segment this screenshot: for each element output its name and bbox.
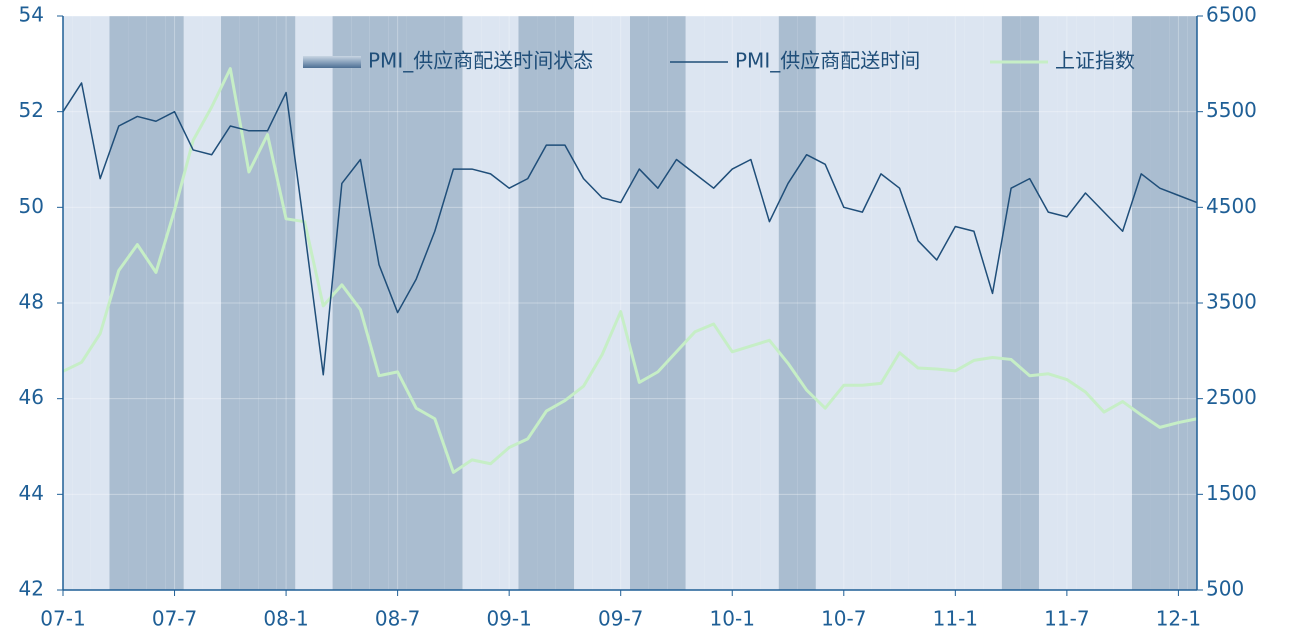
status-band (518, 16, 538, 590)
x-tick-label: 07-1 (40, 607, 85, 631)
status-band (406, 16, 426, 590)
y2-tick-label: 3500 (1206, 290, 1257, 314)
status-band (537, 16, 556, 590)
status-band (369, 16, 389, 590)
status-band (72, 16, 91, 590)
status-band (146, 16, 166, 590)
status-band (908, 16, 928, 590)
series-line (62, 67, 1198, 474)
status-band (462, 16, 482, 590)
status-band (109, 16, 129, 590)
status-band (332, 16, 352, 590)
status-band (890, 16, 909, 590)
status-band (853, 16, 872, 590)
status-band (611, 16, 630, 590)
status-band (648, 16, 668, 590)
status-band (685, 16, 705, 590)
x-tick-label: 12-1 (1156, 607, 1201, 631)
status-band (351, 16, 370, 590)
y2-tick-label: 2500 (1206, 385, 1257, 409)
y-tick-label: 46 (19, 385, 44, 409)
status-band (1057, 16, 1077, 590)
status-band (797, 16, 816, 590)
x-tick-label: 09-7 (598, 607, 643, 631)
status-band (946, 16, 965, 590)
legend-label: PMI_供应商配送时间 (735, 49, 920, 73)
status-band (964, 16, 984, 590)
status-band (1001, 16, 1021, 590)
x-tick-label: 10-7 (821, 607, 866, 631)
status-band (667, 16, 686, 590)
status-band (834, 16, 854, 590)
x-tick-label: 11-1 (933, 607, 978, 631)
legend-label: 上证指数 (1055, 49, 1135, 73)
status-band (295, 16, 314, 590)
y-tick-label: 50 (19, 194, 44, 218)
y2-tick-label: 4500 (1206, 194, 1257, 218)
y-tick-label: 44 (19, 481, 44, 505)
status-band (128, 16, 147, 590)
status-band (778, 16, 798, 590)
status-band (1187, 16, 1197, 590)
status-band (63, 16, 73, 590)
plot-area (62, 15, 1198, 591)
x-tick-label: 10-1 (710, 607, 755, 631)
status-band (704, 16, 723, 590)
legend-label: PMI_供应商配送时间状态 (368, 49, 593, 73)
series-line (62, 82, 1198, 376)
status-band (927, 16, 947, 590)
status-band (90, 16, 110, 590)
legend-swatch (303, 56, 361, 68)
status-band (425, 16, 445, 590)
status-band (1169, 16, 1188, 590)
y2-tick-label: 500 (1206, 577, 1244, 601)
status-band (1150, 16, 1170, 590)
status-band (592, 16, 612, 590)
status-band (202, 16, 222, 590)
status-band (481, 16, 500, 590)
status-band (574, 16, 593, 590)
x-tick-label: 08-7 (375, 607, 420, 631)
status-band (871, 16, 891, 590)
y-tick-label: 42 (19, 577, 44, 601)
status-band (1020, 16, 1039, 590)
y-tick-label: 54 (19, 3, 44, 27)
status-band (760, 16, 779, 590)
status-band (1094, 16, 1114, 590)
x-tick-label: 08-1 (263, 607, 308, 631)
y-tick-label: 52 (19, 98, 44, 122)
status-band (444, 16, 463, 590)
status-band (388, 16, 407, 590)
status-band (165, 16, 184, 590)
y2-tick-label: 6500 (1206, 3, 1257, 27)
status-band (630, 16, 649, 590)
status-band (1038, 16, 1058, 590)
status-band (741, 16, 761, 590)
x-tick-label: 09-1 (486, 607, 531, 631)
status-band (555, 16, 575, 590)
status-band (1113, 16, 1132, 590)
status-band (221, 16, 240, 590)
status-band (722, 16, 742, 590)
status-band (276, 16, 296, 590)
status-band (1076, 16, 1095, 590)
x-tick-label: 07-7 (152, 607, 197, 631)
y-tick-label: 48 (19, 290, 44, 314)
y2-tick-label: 1500 (1206, 481, 1257, 505)
x-tick-label: 11-7 (1044, 607, 1089, 631)
legend: PMI_供应商配送时间状态 PMI_供应商配送时间 上证指数 (303, 49, 1135, 73)
status-band (1131, 16, 1151, 590)
status-band (983, 16, 1002, 590)
y2-tick-label: 5500 (1206, 98, 1257, 122)
status-band (815, 16, 835, 590)
